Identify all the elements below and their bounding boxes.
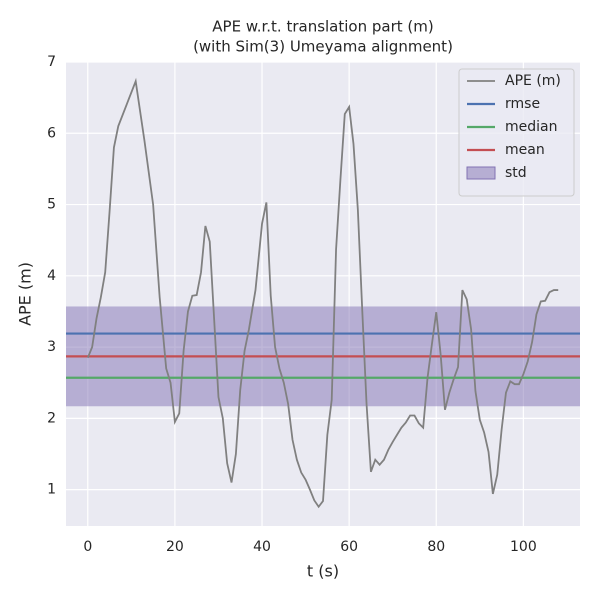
y-tick-label: 4	[47, 268, 56, 284]
y-tick-label: 3	[47, 339, 56, 355]
legend-swatch	[466, 166, 496, 180]
legend-label: mean	[505, 142, 545, 158]
x-axis-label: t (s)	[307, 562, 339, 581]
x-tick-label: 60	[340, 539, 358, 555]
y-tick-label: 2	[47, 410, 56, 426]
y-tick-label: 6	[47, 125, 56, 141]
x-tick-label: 20	[166, 539, 184, 555]
legend-label: APE (m)	[505, 73, 561, 89]
chart-title: APE w.r.t. translation part (m)	[212, 18, 433, 36]
legend-box	[458, 68, 575, 197]
y-tick-label: 7	[47, 54, 56, 70]
y-axis-label: APE (m)	[16, 262, 35, 326]
legend-label: rmse	[505, 96, 540, 112]
y-tick-label: 1	[47, 482, 56, 498]
legend-label: median	[505, 119, 557, 135]
x-tick-label: 0	[83, 539, 92, 555]
chart-subtitle: (with Sim(3) Umeyama alignment)	[193, 38, 453, 56]
y-tick-label: 5	[47, 197, 56, 213]
x-tick-label: 80	[427, 539, 445, 555]
x-tick-label: 100	[510, 539, 537, 555]
data-line	[86, 77, 559, 509]
legend-label: std	[505, 165, 527, 181]
x-tick-label: 40	[253, 539, 271, 555]
